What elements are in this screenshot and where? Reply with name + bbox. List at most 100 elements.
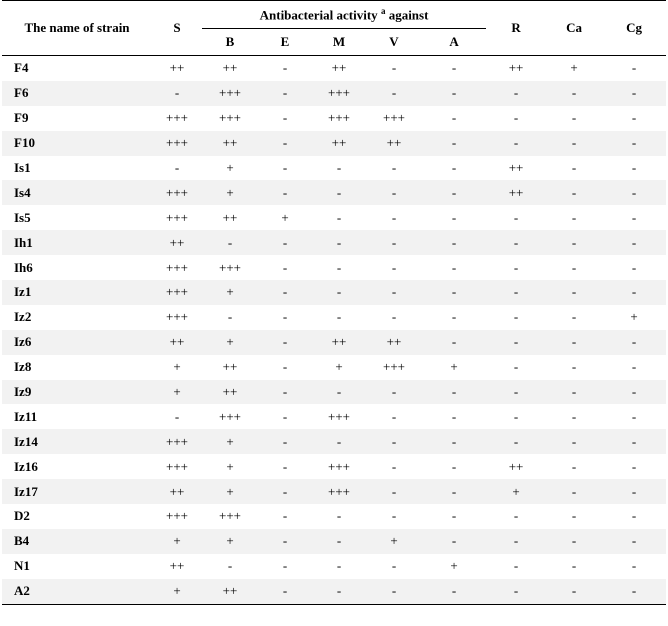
activity-cell: - <box>602 379 667 405</box>
table-row: Iz16 +++ + - +++ - - ++ - - <box>2 454 666 479</box>
table-row: Is5 +++ ++ + - - - - - - <box>2 205 666 230</box>
activity-cell: - <box>571 408 577 424</box>
header-group-sup: a <box>380 5 386 16</box>
activity-cell: - <box>422 280 487 305</box>
activity-cell: - <box>422 329 487 355</box>
activity-cell: - <box>366 80 422 106</box>
activity-cell: - <box>312 180 366 206</box>
activity-cell: - <box>336 209 342 225</box>
activity-cell: - <box>422 379 487 405</box>
header-R: R <box>486 0 547 56</box>
activity-cell: - <box>152 80 202 106</box>
activity-cell: + <box>152 578 202 605</box>
activity-cell: - <box>366 280 422 305</box>
strain-name: A2 <box>2 578 152 605</box>
strain-name: B4 <box>2 528 152 554</box>
activity-cell: - <box>391 408 397 424</box>
activity-cell: - <box>486 230 547 256</box>
table-row: Iz6 ++ + - ++ ++ - - - - <box>2 329 667 355</box>
activity-cell: - <box>336 508 342 524</box>
activity-cell: + <box>450 359 458 375</box>
activity-cell: ++ <box>202 379 258 405</box>
activity-cell: - <box>486 528 547 554</box>
activity-cell: - <box>422 130 487 156</box>
activity-cell: - <box>202 230 258 256</box>
activity-cell: - <box>422 80 487 106</box>
strain-name: Iz8 <box>14 359 32 375</box>
activity-cell: ++ <box>222 359 238 375</box>
activity-cell: - <box>258 528 312 554</box>
strain-name: Iz14 <box>2 429 152 455</box>
activity-cell: - <box>366 429 422 455</box>
activity-cell: - <box>546 80 603 106</box>
strain-name: F6 <box>2 80 152 106</box>
activity-cell: - <box>571 359 577 375</box>
activity-cell: +++ <box>383 110 405 126</box>
activity-cell: ++ <box>222 60 238 76</box>
activity-cell: +++ <box>328 408 350 424</box>
header-S: S <box>152 0 202 56</box>
activity-cell: - <box>258 230 312 256</box>
activity-cell: - <box>258 180 312 206</box>
activity-cell: +++ <box>219 259 241 275</box>
activity-cell: - <box>513 408 519 424</box>
header-B: B <box>202 28 258 56</box>
activity-cell: + <box>335 359 343 375</box>
activity-cell: +++ <box>312 80 366 106</box>
header-A: A <box>422 28 487 56</box>
activity-cell: - <box>336 309 342 325</box>
activity-cell: +++ <box>219 508 241 524</box>
activity-cell: - <box>571 160 577 175</box>
activity-cell: - <box>546 429 603 455</box>
activity-cell: + <box>450 558 458 574</box>
activity-cell: - <box>631 160 637 175</box>
table-row: Is4 +++ + - - - - ++ - - <box>2 180 667 206</box>
table-row: Iz9 + ++ - - - - - - - <box>2 379 667 405</box>
activity-cell: - <box>282 110 288 126</box>
activity-cell: - <box>336 160 342 175</box>
activity-cell: - <box>422 578 487 605</box>
header-group-suffix: against <box>388 7 429 23</box>
activity-cell: - <box>391 209 397 225</box>
table-row: B4 + + - - + - - - - <box>2 528 667 554</box>
header-V: V <box>366 28 422 56</box>
activity-cell: - <box>422 528 487 554</box>
strain-name: Ih1 <box>2 230 152 256</box>
activity-cell: - <box>312 578 366 605</box>
activity-cell: + <box>202 479 258 505</box>
activity-cell: +++ <box>152 180 202 206</box>
activity-cell: - <box>391 60 397 76</box>
activity-cell: - <box>366 479 422 505</box>
strain-name: F9 <box>14 110 29 126</box>
activity-cell: + <box>366 528 422 554</box>
activity-cell: +++ <box>152 130 202 156</box>
activity-cell: +++ <box>219 110 241 126</box>
table-row: N1 ++ - - - - + - - - <box>2 554 666 579</box>
activity-cell: - <box>227 309 233 325</box>
activity-cell: - <box>546 528 603 554</box>
activity-cell: - <box>312 528 366 554</box>
activity-cell: - <box>282 508 288 524</box>
activity-cell: +++ <box>219 408 241 424</box>
activity-cell: ++ <box>202 578 258 605</box>
activity-cell: - <box>546 578 603 605</box>
activity-cell: - <box>451 458 457 474</box>
activity-cell: - <box>391 458 397 474</box>
activity-cell: +++ <box>328 110 350 126</box>
activity-cell: - <box>486 130 547 156</box>
activity-cell: - <box>571 259 577 275</box>
activity-cell: - <box>602 80 667 106</box>
activity-cell: - <box>312 280 366 305</box>
activity-cell: ++ <box>366 130 422 156</box>
strain-name: D2 <box>14 508 30 524</box>
activity-cell: - <box>282 558 288 574</box>
antibacterial-activity-table: The name of strain S Antibacterial activ… <box>2 0 667 605</box>
header-E: E <box>258 28 312 56</box>
activity-cell: - <box>602 230 667 256</box>
activity-cell: - <box>513 209 519 225</box>
activity-cell: - <box>571 558 577 574</box>
header-M: M <box>312 28 366 56</box>
activity-cell: - <box>546 180 603 206</box>
activity-cell: - <box>513 359 519 375</box>
activity-cell: - <box>546 329 603 355</box>
